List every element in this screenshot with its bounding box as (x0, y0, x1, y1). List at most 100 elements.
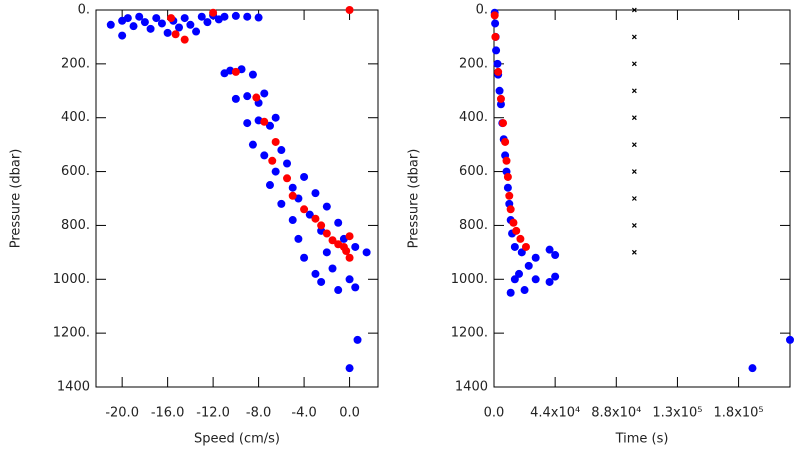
point (490, 11, 499, 20)
x-axis-label: Speed (cm/s) (194, 432, 280, 447)
point (492, 46, 501, 55)
point (288, 216, 297, 225)
point (353, 335, 362, 344)
point (260, 151, 269, 160)
point (515, 269, 524, 278)
point (106, 20, 115, 29)
point (203, 18, 212, 27)
point (252, 93, 261, 102)
y-tick-label: 1200. (451, 326, 488, 341)
point (220, 12, 229, 21)
point (300, 205, 309, 214)
point (631, 88, 637, 94)
point (342, 247, 351, 256)
x-tick-label: 1.3x10⁵ (652, 406, 702, 421)
point (345, 232, 354, 241)
point (135, 12, 144, 21)
point (277, 146, 286, 155)
point (265, 121, 274, 130)
point (506, 288, 515, 297)
point (503, 183, 512, 192)
y-tick-label: 400. (61, 110, 90, 125)
point (551, 251, 560, 260)
panel: 0. 200. 400. 600. 800. 1000. 1200. 1400 0.0 4.4x1… (407, 3, 794, 447)
point (175, 23, 184, 32)
y-tick-label: 600. (459, 164, 488, 179)
panel: 0. 200. 400. 600. 800. 1000. 1200. 1400 -20.0 -16… (9, 3, 379, 447)
point (531, 253, 540, 262)
y-tick-label: 600. (61, 164, 90, 179)
plot-frame (493, 9, 791, 388)
y-tick-label: 1000. (451, 272, 488, 287)
point (499, 119, 508, 128)
y-axis-label: Pressure (dbar) (407, 149, 422, 249)
point (334, 218, 343, 227)
point (300, 253, 309, 262)
point (351, 242, 360, 251)
x-tick-label: -20.0 (105, 406, 139, 421)
point (209, 8, 218, 17)
point (118, 31, 127, 40)
point (512, 226, 521, 235)
point (345, 275, 354, 284)
point (786, 335, 794, 344)
y-axis-label: Pressure (dbar) (9, 149, 24, 249)
point (510, 242, 519, 251)
point (631, 115, 637, 121)
point (505, 191, 514, 200)
point (146, 24, 155, 33)
point (311, 214, 320, 223)
point (254, 13, 263, 22)
point (495, 86, 504, 95)
y-tick-label: 200. (61, 56, 90, 71)
point (152, 14, 161, 23)
point (328, 264, 337, 273)
point (288, 183, 297, 192)
point (317, 277, 326, 286)
point (197, 12, 206, 21)
point (501, 137, 510, 146)
point (123, 14, 132, 23)
point (551, 272, 560, 281)
x-tick-label: -4.0 (291, 406, 316, 421)
y-tick-label: 1400 (57, 380, 90, 395)
y-tick-label: 1200. (53, 326, 90, 341)
y-tick-label: 0. (78, 3, 90, 18)
point (545, 277, 554, 286)
point (524, 261, 533, 270)
point (129, 22, 138, 31)
point (506, 205, 515, 214)
point (334, 286, 343, 295)
point (265, 181, 274, 190)
point (167, 14, 176, 23)
x-axis-label: Time (s) (615, 432, 669, 447)
x-tick-label: 0.0 (484, 406, 505, 421)
point (260, 117, 269, 126)
point (531, 275, 540, 284)
point (268, 156, 277, 165)
point (294, 234, 303, 243)
point (491, 32, 500, 41)
x-tick-label: 4.4x10⁴ (530, 406, 580, 421)
point (300, 172, 309, 181)
x-tick-label: 0.0 (339, 406, 360, 421)
point (192, 27, 201, 36)
point (631, 7, 637, 13)
point (631, 142, 637, 148)
y-tick-label: 0. (476, 3, 488, 18)
point (180, 35, 189, 44)
point (748, 364, 757, 373)
point (283, 159, 292, 168)
point (288, 191, 297, 200)
point (545, 245, 554, 254)
point (631, 249, 637, 255)
x-tick-label: 1.8x10⁵ (714, 406, 764, 421)
x-tick-label: -16.0 (151, 406, 185, 421)
point (520, 286, 529, 295)
point (311, 189, 320, 198)
point (271, 167, 280, 176)
point (271, 137, 280, 146)
y-tick-label: 200. (459, 56, 488, 71)
point (502, 156, 511, 165)
point (631, 34, 637, 40)
